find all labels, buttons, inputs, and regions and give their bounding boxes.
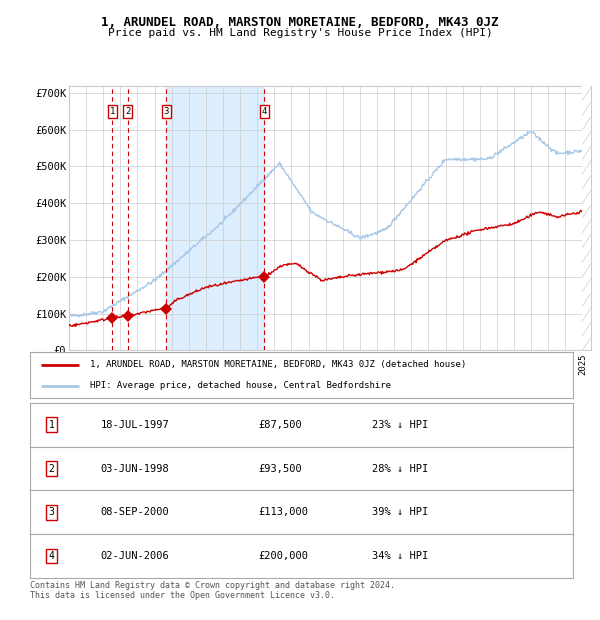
Text: 1: 1 [49,420,55,430]
Text: 03-JUN-1998: 03-JUN-1998 [101,464,169,474]
Text: 1: 1 [110,107,115,116]
Text: Price paid vs. HM Land Registry's House Price Index (HPI): Price paid vs. HM Land Registry's House … [107,28,493,38]
Polygon shape [583,86,591,350]
Text: £113,000: £113,000 [258,507,308,517]
Text: 23% ↓ HPI: 23% ↓ HPI [372,420,428,430]
Text: 39% ↓ HPI: 39% ↓ HPI [372,507,428,517]
Text: Contains HM Land Registry data © Crown copyright and database right 2024.
This d: Contains HM Land Registry data © Crown c… [30,581,395,600]
Text: 4: 4 [262,107,267,116]
Text: 28% ↓ HPI: 28% ↓ HPI [372,464,428,474]
Text: 3: 3 [164,107,169,116]
Bar [166,86,265,350]
Text: 3: 3 [49,507,55,517]
Text: £200,000: £200,000 [258,551,308,561]
Text: 02-JUN-2006: 02-JUN-2006 [101,551,169,561]
Text: 2: 2 [125,107,130,116]
Text: 4: 4 [49,551,55,561]
Text: 1, ARUNDEL ROAD, MARSTON MORETAINE, BEDFORD, MK43 0JZ (detached house): 1, ARUNDEL ROAD, MARSTON MORETAINE, BEDF… [90,360,466,369]
Text: 2: 2 [49,464,55,474]
Text: 18-JUL-1997: 18-JUL-1997 [101,420,169,430]
Text: 1, ARUNDEL ROAD, MARSTON MORETAINE, BEDFORD, MK43 0JZ: 1, ARUNDEL ROAD, MARSTON MORETAINE, BEDF… [101,16,499,29]
Text: £93,500: £93,500 [258,464,302,474]
Text: HPI: Average price, detached house, Central Bedfordshire: HPI: Average price, detached house, Cent… [90,381,391,390]
Text: 34% ↓ HPI: 34% ↓ HPI [372,551,428,561]
Text: 08-SEP-2000: 08-SEP-2000 [101,507,169,517]
Text: £87,500: £87,500 [258,420,302,430]
